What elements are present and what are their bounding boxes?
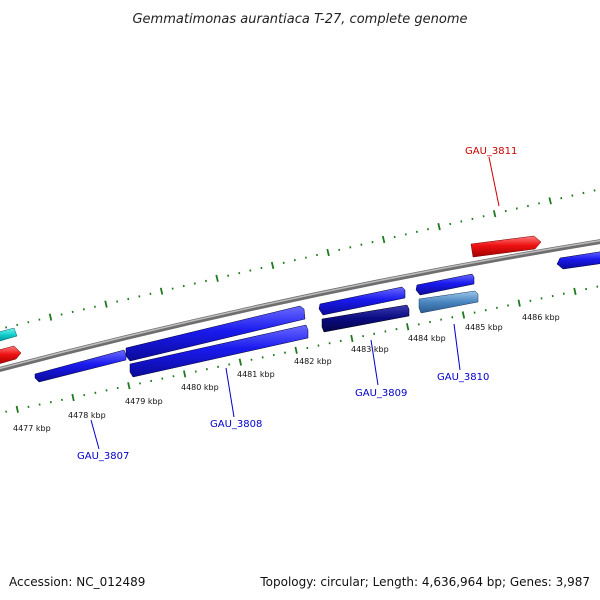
map-title: Gemmatimonas aurantiaca T-27, complete g… (132, 12, 467, 27)
upper-track-major-tick (437, 222, 441, 231)
lower-track-major-tick (461, 311, 466, 319)
upper-track-minor-tick (93, 305, 96, 308)
upper-track-minor-tick (193, 282, 196, 285)
upper-track-minor-tick (127, 297, 130, 301)
upper-track-minor-tick (171, 287, 174, 290)
leader-gau-3810 (453, 323, 461, 371)
genome-backbone-highlight (0, 239, 600, 370)
upper-track-minor-tick (482, 215, 485, 218)
leader-gau-3809 (370, 339, 379, 386)
scale-label-4478: 4478 kbp (68, 411, 106, 420)
scale-label-4481: 4481 kbp (237, 370, 275, 379)
upper-track-minor-tick (582, 191, 585, 195)
upper-track-minor-tick (593, 189, 596, 192)
upper-track-minor-tick (149, 292, 152, 295)
scale-labels: 4477 kbp 4478 kbp 4479 kbp 4480 kbp 4481… (13, 313, 560, 433)
gene-leader-lines (90, 156, 500, 450)
upper-track-minor-tick (227, 274, 230, 277)
lower-track-major-tick (71, 393, 75, 402)
gene-label-gau-3811[interactable]: GAU_3811 (465, 146, 517, 157)
upper-track-minor-tick (204, 279, 207, 283)
upper-track-minor-tick (249, 269, 252, 272)
upper-track-major-tick (48, 313, 53, 321)
gene-arrow-gau-3809[interactable] (321, 304, 410, 333)
lower-track-major-tick (238, 358, 242, 366)
upper-track-major-tick (548, 197, 552, 205)
upper-tick-track (5, 189, 596, 329)
lower-track-major-tick (517, 299, 521, 307)
scale-label-4482: 4482 kbp (294, 357, 332, 366)
scale-label-4477: 4477 kbp (13, 424, 51, 433)
upper-track-minor-tick (471, 217, 474, 221)
lower-track-major-tick (294, 346, 298, 354)
genome-backbone (0, 239, 600, 372)
lower-track-minor-tick (507, 304, 510, 307)
gene-arrow-gau-3811[interactable] (470, 235, 542, 258)
scale-label-4486: 4486 kbp (522, 313, 560, 322)
upper-track-minor-tick (238, 271, 241, 275)
scale-label-4484: 4484 kbp (408, 334, 446, 343)
lower-track-minor-tick (484, 309, 487, 312)
upper-track-minor-tick (449, 222, 452, 226)
upper-track-minor-tick (82, 308, 85, 311)
upper-track-minor-tick (182, 284, 185, 288)
upper-track-minor-tick (560, 197, 563, 200)
gene-arrow-gau-3810-forward[interactable] (415, 273, 475, 296)
lower-track-major-tick (15, 405, 19, 413)
gene-labels: GAU_3807 GAU_3808 GAU_3809 GAU_3810 GAU_… (77, 146, 517, 462)
lower-track-major-tick (573, 287, 577, 295)
scale-label-4480: 4480 kbp (181, 383, 219, 392)
upper-track-minor-tick (260, 266, 263, 270)
upper-track-major-tick (326, 248, 330, 257)
gene-arrow-cyan[interactable] (0, 327, 18, 342)
lower-track-major-tick (127, 382, 131, 390)
lower-track-major-tick (406, 323, 410, 331)
gene-label-gau-3810[interactable]: GAU_3810 (437, 372, 489, 383)
lower-track-minor-tick (317, 344, 320, 347)
upper-track-minor-tick (515, 207, 518, 210)
lower-track-major-tick (183, 370, 187, 378)
lower-tick-track (5, 285, 599, 413)
gene-arrow-gau-3807[interactable] (34, 349, 127, 383)
upper-track-major-tick (270, 261, 275, 270)
lower-track-major-tick (350, 334, 354, 343)
upper-track-major-tick (381, 235, 386, 244)
scale-label-4483: 4483 kbp (351, 345, 389, 354)
lower-track-minor-tick (172, 375, 175, 378)
upper-track-minor-tick (138, 295, 141, 298)
gene-arrow-red-left[interactable] (0, 345, 22, 365)
scale-label-4485: 4485 kbp (465, 323, 503, 332)
gene-label-gau-3807[interactable]: GAU_3807 (77, 451, 129, 462)
scale-label-4479: 4479 kbp (125, 397, 163, 406)
lower-track-minor-tick (150, 379, 153, 383)
leader-gau-3807 (90, 419, 100, 450)
gene-label-gau-3808[interactable]: GAU_3808 (210, 419, 262, 430)
leader-gau-3811 (488, 156, 500, 207)
gene-arrow-gau-3808-lower[interactable] (129, 324, 309, 378)
upper-track-minor-tick (571, 194, 574, 197)
gene-arrow-right-edge[interactable] (556, 251, 600, 270)
lower-track-minor-tick (339, 339, 342, 343)
upper-track-major-tick (492, 210, 497, 218)
accession-text: Accession: NC_012489 (9, 575, 145, 589)
gene-label-gau-3809[interactable]: GAU_3809 (355, 388, 407, 399)
upper-track-major-tick (159, 287, 164, 295)
upper-track-minor-tick (460, 220, 463, 223)
leader-gau-3808 (225, 367, 235, 418)
upper-track-minor-tick (526, 204, 529, 208)
upper-track-minor-tick (504, 209, 507, 213)
gene-arrow-gau-3809-forward[interactable] (318, 286, 406, 316)
topology-text: Topology: circular; Length: 4,636,964 bp… (259, 575, 590, 589)
upper-track-major-tick (215, 274, 219, 282)
upper-track-minor-tick (116, 300, 119, 303)
upper-track-major-tick (104, 300, 108, 308)
gene-arrow-gau-3810[interactable] (418, 290, 479, 314)
upper-track-minor-tick (538, 202, 541, 205)
lower-track-minor-tick (5, 410, 8, 413)
